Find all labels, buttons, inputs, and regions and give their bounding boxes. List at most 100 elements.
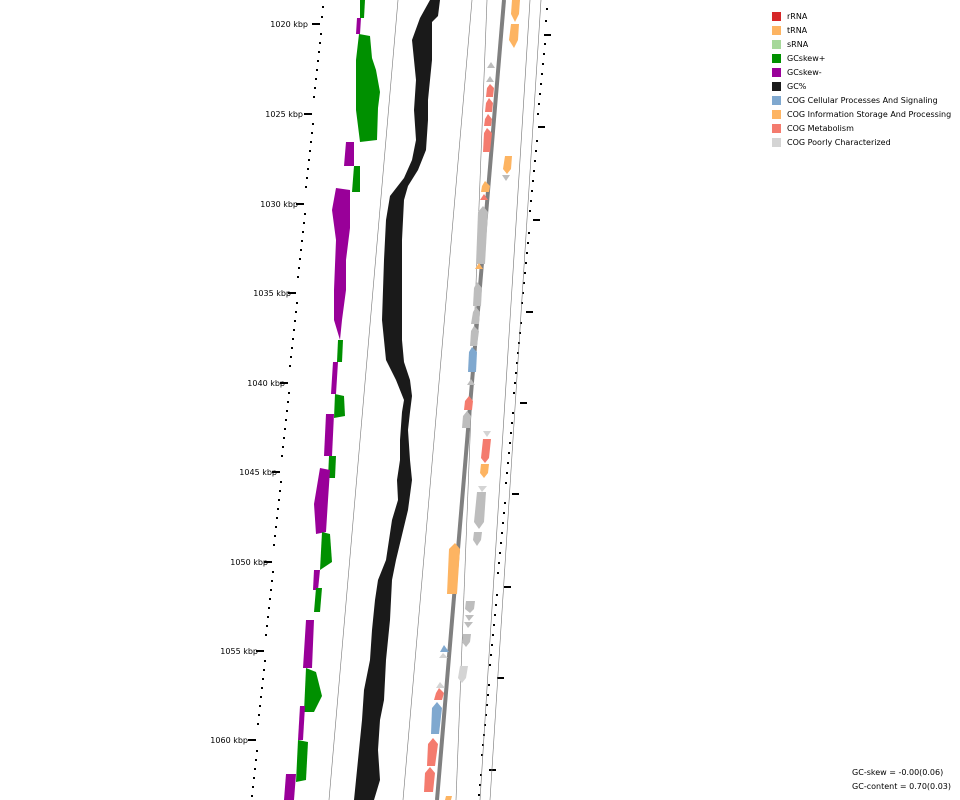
gene-poorly-characterized (458, 666, 468, 683)
major-ticks-left (248, 23, 320, 741)
legend-item-rrna: rRNA (772, 9, 951, 23)
legend-swatch (772, 11, 781, 21)
tick-label: 1045 kbp (239, 468, 277, 477)
tick-label: 1055 kbp (220, 647, 258, 656)
gene-poorly-characterized (476, 206, 488, 264)
gc-skew-positive (360, 0, 365, 18)
minor-ticks-right (478, 8, 548, 796)
legend-item-cog-poorly: COG Poorly Characterized (772, 135, 951, 149)
gc-skew-positive (356, 34, 380, 142)
gene-metabolism (484, 114, 492, 126)
gene-cellular-processes (468, 347, 477, 372)
gene-poorly-characterized (470, 326, 479, 346)
legend-label: sRNA (787, 39, 809, 49)
gene-metabolism (427, 738, 438, 766)
gc-skew-negative (284, 774, 296, 800)
gene-metabolism (464, 396, 473, 410)
gc-skew-negative (356, 18, 361, 34)
legend-item-cog-information: COG Information Storage And Processing (772, 107, 951, 121)
gene-metabolism (480, 194, 488, 200)
gc-skew-negative (324, 414, 334, 456)
legend-item-trna: tRNA (772, 23, 951, 37)
gene-poorly-characterized (464, 622, 473, 628)
tick-label: 1050 kbp (230, 558, 268, 567)
legend-item-cog-cellular: COG Cellular Processes And Signaling (772, 93, 951, 107)
gene-poorly-characterized (436, 682, 445, 688)
gene-metabolism (434, 688, 444, 700)
legend-swatch (772, 39, 781, 49)
gc-skew-positive (296, 740, 308, 782)
gene-poorly-characterized (439, 653, 448, 658)
gc-skew-stat: GC-skew = -0.00(0.06) (852, 768, 944, 777)
gene-poorly-characterized (502, 175, 510, 181)
gene-poorly-characterized (471, 307, 480, 324)
gene-info-storage (509, 24, 519, 48)
gene-info-storage (447, 543, 460, 594)
gene-poorly-characterized (465, 601, 475, 613)
gene-cellular-processes (440, 645, 449, 652)
legend-item-gc-content: GC% (772, 79, 951, 93)
gc-skew-negative (314, 468, 330, 534)
legend-label: COG Metabolism (787, 123, 854, 133)
tick-label: 1040 kbp (247, 379, 285, 388)
legend-label: GCskew- (787, 67, 822, 77)
gc-skew-negative (332, 188, 350, 340)
ring-boundaries (328, 0, 542, 800)
gc-skew-negative (298, 706, 305, 740)
legend-item-gcskew-positive: GCskew+ (772, 51, 951, 65)
tick-label: 1025 kbp (265, 110, 303, 119)
legend-item-cog-metabolism: COG Metabolism (772, 121, 951, 135)
gc-skew-positive (337, 340, 343, 362)
gene-cellular-processes (431, 702, 442, 734)
gene-info-storage (445, 796, 452, 800)
legend-swatch (772, 81, 781, 91)
legend-swatch (772, 53, 781, 63)
gc-skew-negative (313, 570, 320, 590)
gc-skew-positive (320, 532, 332, 570)
gene-poorly-characterized (462, 634, 471, 647)
gene-info-storage (503, 156, 512, 174)
gc-skew-positive (328, 456, 336, 478)
gene-metabolism (481, 439, 491, 463)
legend-swatch (772, 123, 781, 133)
tick-label: 1035 kbp (253, 289, 291, 298)
gene-poorly-characterized (462, 411, 471, 428)
gene-poorly-characterized (487, 62, 495, 68)
gene-poorly-characterized (473, 282, 482, 306)
gene-metabolism (486, 84, 494, 97)
gene-poorly-characterized (478, 486, 487, 492)
gene-poorly-characterized (474, 492, 486, 529)
legend-label: GC% (787, 81, 807, 91)
gc-skew-negative (331, 362, 338, 394)
gene-poorly-characterized (467, 379, 475, 385)
gc-skew-positive (304, 668, 322, 712)
gene-poorly-characterized (473, 532, 482, 546)
legend-label: COG Cellular Processes And Signaling (787, 95, 938, 105)
legend-label: COG Poorly Characterized (787, 137, 891, 147)
gene-info-storage (475, 263, 483, 269)
gc-skew-negative (303, 620, 314, 668)
legend-swatch (772, 137, 781, 147)
gene-poorly-characterized (486, 76, 494, 82)
gene-info-storage (481, 181, 490, 192)
tick-label: 1030 kbp (260, 200, 298, 209)
tick-label: 1060 kbp (210, 736, 248, 745)
stats: GC-skew = -0.00(0.06) GC-content = 0.70(… (852, 766, 951, 794)
legend-swatch (772, 67, 781, 77)
legend-swatch (772, 25, 781, 35)
gc-skew-track (284, 0, 380, 800)
gene-info-storage (511, 0, 520, 22)
gene-metabolism (485, 98, 493, 112)
legend-item-gcskew-negative: GCskew- (772, 65, 951, 79)
gc-skew-positive (352, 166, 360, 192)
legend: rRNA tRNA sRNA GCskew+ GCskew- GC% COG C… (772, 9, 951, 149)
major-ticks-right (489, 34, 551, 771)
legend-label: rRNA (787, 11, 808, 21)
gc-skew-negative (344, 142, 354, 166)
gene-info-storage (480, 464, 489, 478)
gc-skew-positive (334, 394, 345, 418)
minor-ticks-left (251, 6, 324, 797)
gene-metabolism (424, 767, 435, 792)
gene-poorly-characterized (465, 615, 474, 621)
